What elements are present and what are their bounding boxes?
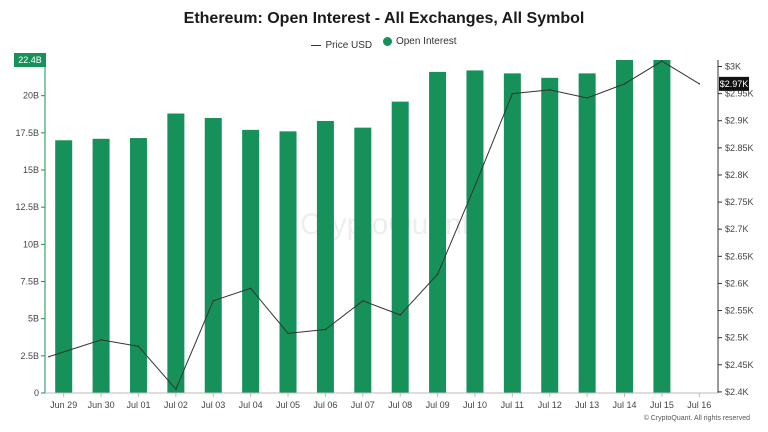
- bar-open-interest: [55, 140, 73, 393]
- y-right-tick-label: $2.4K: [725, 387, 749, 397]
- price-point: [436, 273, 439, 276]
- y-right-tick-label: $2.8K: [725, 170, 749, 180]
- y-left-tick-label: 0: [34, 388, 39, 398]
- x-tick-label: Jul 09: [426, 400, 450, 410]
- price-point: [661, 60, 663, 62]
- current-value-left-box: [14, 53, 46, 67]
- y-left-tick-label: 15B: [23, 165, 39, 175]
- price-line: [48, 60, 700, 391]
- bar-open-interest: [242, 129, 260, 393]
- current-value-right-box: [719, 76, 749, 91]
- copyright-credit: © CryptoQuant. All rights reserved: [643, 415, 750, 422]
- bar-open-interest: [92, 138, 110, 393]
- y-right-tick-label: $2.85K: [725, 143, 754, 153]
- x-tick-label: Jul 14: [613, 400, 637, 410]
- bar-open-interest: [503, 73, 521, 394]
- x-tick-label: Jun 29: [50, 400, 77, 410]
- bar-open-interest: [167, 113, 185, 394]
- price-point: [212, 300, 215, 302]
- bar-open-interest: [129, 138, 147, 393]
- price-point: [399, 314, 401, 316]
- price-point: [548, 89, 551, 91]
- x-tick-label: Jul 10: [463, 400, 487, 410]
- legend-dot-marker: [382, 37, 392, 46]
- legend-item-open-interest[interactable]: Open Interest: [382, 36, 457, 47]
- y-right-tick-label: $2.75K: [725, 197, 754, 207]
- bar-open-interest: [429, 71, 447, 394]
- x-tick-label: Jul 02: [164, 400, 188, 410]
- legend-label-price: Price USD: [325, 40, 373, 51]
- y-left-tick-label: 12.5B: [15, 202, 39, 212]
- y-right-tick-label: $2.5K: [725, 333, 749, 343]
- y-right-tick-label: $3K: [725, 62, 741, 72]
- y-left-tick-label: 17.5B: [15, 128, 39, 138]
- x-tick-label: Jul 05: [276, 400, 300, 410]
- x-tick-label: Jul 16: [687, 400, 711, 410]
- y-left-tick-label: 10B: [23, 239, 39, 249]
- x-tick-label: Jul 01: [126, 400, 150, 410]
- legend-item-price[interactable]: Price USD: [311, 40, 372, 51]
- y-left-tick-label: 2.5B: [20, 351, 39, 361]
- legend: Price USD Open Interest: [0, 36, 768, 51]
- price-point: [249, 287, 252, 290]
- y-right-tick-label: $2.55K: [725, 306, 754, 316]
- x-tick-label: Jul 15: [650, 400, 674, 410]
- bar-open-interest: [466, 70, 484, 393]
- y-left-tick-label: 7.5B: [20, 277, 39, 287]
- price-point: [100, 339, 102, 341]
- y-left-tick-label: 5B: [28, 314, 39, 324]
- bar-open-interest: [616, 60, 634, 393]
- y-right-tick-label: $2.7K: [725, 224, 749, 234]
- y-left-tick-label: 20B: [23, 91, 39, 101]
- price-point: [324, 328, 327, 331]
- chart-title: Ethereum: Open Interest - All Exchanges,…: [183, 10, 585, 27]
- bar-open-interest: [279, 131, 297, 393]
- price-point: [474, 185, 476, 187]
- x-tick-label: Jun 30: [88, 400, 115, 410]
- bar-open-interest: [541, 77, 559, 393]
- legend-label-open-interest: Open Interest: [395, 36, 457, 47]
- bar-open-interest: [653, 60, 671, 393]
- bar-open-interest: [391, 101, 409, 393]
- y-right-tick-label: $2.9K: [725, 116, 749, 126]
- price-point: [698, 83, 701, 85]
- price-point: [287, 332, 289, 335]
- bar-open-interest: [354, 127, 372, 393]
- price-point: [137, 345, 140, 348]
- x-tick-label: Jul 07: [351, 400, 375, 410]
- x-tick-label: Jul 06: [313, 400, 337, 410]
- current-value-right-label: $2.97K: [720, 79, 749, 89]
- bar-open-interest: [316, 120, 334, 393]
- x-tick-label: Jul 03: [201, 400, 225, 410]
- x-tick-label: Jul 08: [388, 400, 412, 410]
- price-point: [586, 97, 588, 99]
- price-point: [623, 83, 626, 85]
- y-right-tick-label: $2.45K: [725, 360, 754, 370]
- x-tick-label: Jul 04: [239, 400, 263, 410]
- x-tick-label: Jul 12: [538, 400, 562, 410]
- y-right-tick-label: $2.65K: [725, 251, 754, 261]
- y-right-tick-label: $2.95K: [725, 89, 754, 99]
- bar-open-interest: [204, 117, 222, 394]
- price-point: [511, 92, 514, 95]
- x-tick-label: Jul 11: [501, 400, 524, 410]
- price-point: [362, 300, 364, 302]
- y-right-tick-label: $2.6K: [725, 278, 749, 288]
- legend-line-marker: [311, 45, 322, 46]
- x-tick-label: Jul 13: [575, 400, 599, 410]
- price-point: [175, 388, 177, 391]
- current-value-left-label: 22.4B: [18, 55, 42, 65]
- price-point: [48, 355, 50, 358]
- bar-open-interest: [578, 73, 596, 394]
